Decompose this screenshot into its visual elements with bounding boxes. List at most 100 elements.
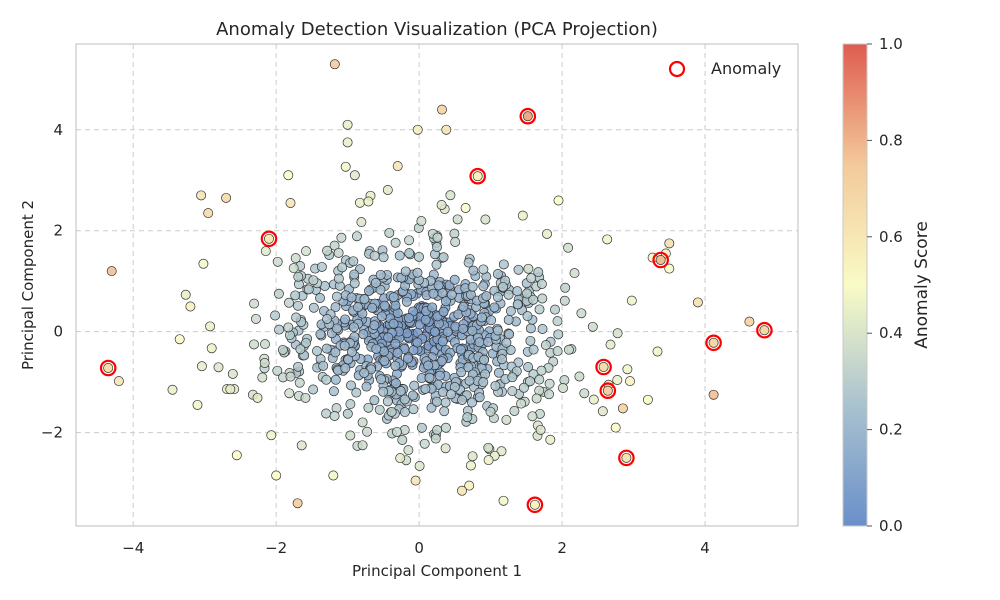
data-point [196, 190, 207, 201]
data-point [512, 286, 523, 297]
data-point [359, 294, 370, 305]
data-point [292, 300, 303, 311]
data-point [292, 498, 303, 509]
data-point [449, 228, 460, 239]
data-point [284, 388, 295, 399]
data-point [501, 337, 512, 348]
data-point [441, 124, 452, 135]
data-point [642, 394, 653, 405]
anomaly-ring [652, 251, 669, 269]
data-point [420, 383, 431, 394]
data-point [478, 264, 489, 275]
data-point [342, 119, 353, 130]
data-point [544, 389, 554, 400]
data-point [483, 442, 494, 453]
data-point [478, 377, 489, 388]
data-point [345, 399, 356, 410]
data-point [382, 185, 393, 195]
anomaly-point [621, 452, 632, 463]
data-point [293, 271, 304, 282]
data-point [363, 196, 374, 207]
x-tick-label: 0 [414, 539, 424, 557]
legend-anomaly-marker-icon [668, 60, 686, 78]
data-point [449, 274, 460, 285]
data-point [351, 387, 362, 398]
data-point [480, 214, 491, 225]
x-axis-label: Principal Component 1 [352, 562, 522, 580]
data-point [376, 311, 387, 322]
data-point [467, 325, 478, 336]
data-point [414, 251, 424, 262]
data-point [369, 320, 380, 331]
data-point [257, 372, 268, 383]
data-point [497, 354, 507, 365]
data-point [587, 321, 598, 332]
data-point [416, 216, 427, 227]
data-point [559, 295, 570, 306]
data-point [106, 266, 117, 277]
data-point [384, 227, 395, 238]
data-point [579, 388, 590, 399]
data-point [464, 375, 475, 386]
data-point [610, 422, 621, 433]
data-point [364, 285, 374, 296]
anomaly-ring [618, 449, 635, 467]
data-point [348, 322, 359, 333]
data-point [537, 324, 548, 334]
data-point [392, 347, 403, 358]
data-point [376, 374, 387, 385]
data-point [340, 314, 351, 325]
x-tick-label: 4 [700, 539, 710, 557]
data-point [363, 402, 374, 413]
data-point [252, 392, 263, 403]
data-point [528, 344, 539, 355]
data-point [550, 304, 560, 315]
data-point [544, 378, 555, 389]
data-point [390, 378, 401, 389]
data-point [505, 306, 516, 317]
data-point [346, 380, 356, 391]
data-point [349, 278, 360, 289]
data-point [388, 318, 399, 329]
data-point [271, 470, 282, 481]
data-point [370, 277, 381, 288]
data-point [315, 293, 325, 303]
anomaly-ring [99, 359, 117, 377]
data-point [315, 329, 326, 340]
data-point [392, 161, 403, 172]
anomaly-ring [469, 167, 486, 185]
data-point [474, 337, 485, 348]
data-point [553, 195, 564, 206]
data-point [442, 326, 453, 337]
data-point [498, 281, 508, 292]
anomaly-point [759, 325, 770, 336]
data-point [395, 386, 406, 397]
data-point [552, 316, 563, 327]
data-point [198, 258, 209, 269]
data-point [339, 340, 350, 351]
data-point [558, 383, 568, 393]
data-point [354, 197, 365, 208]
data-point [113, 376, 124, 387]
data-point [440, 443, 451, 454]
data-point [526, 273, 537, 284]
data-point [399, 407, 410, 418]
data-point [295, 344, 306, 355]
data-point [664, 263, 675, 274]
data-point [192, 399, 203, 410]
data-point [503, 289, 514, 300]
data-point [420, 314, 431, 325]
data-point [522, 311, 533, 322]
anomaly-ring [519, 107, 537, 125]
data-point [390, 338, 401, 349]
data-point [270, 310, 281, 321]
data-point [432, 396, 442, 407]
data-point [438, 306, 449, 317]
data-point [322, 245, 333, 256]
y-tick-label: 4 [53, 121, 63, 139]
data-point [331, 323, 342, 334]
data-point [283, 170, 294, 181]
data-point [457, 395, 468, 405]
x-tick-label: 2 [557, 539, 567, 557]
data-point [308, 384, 319, 395]
